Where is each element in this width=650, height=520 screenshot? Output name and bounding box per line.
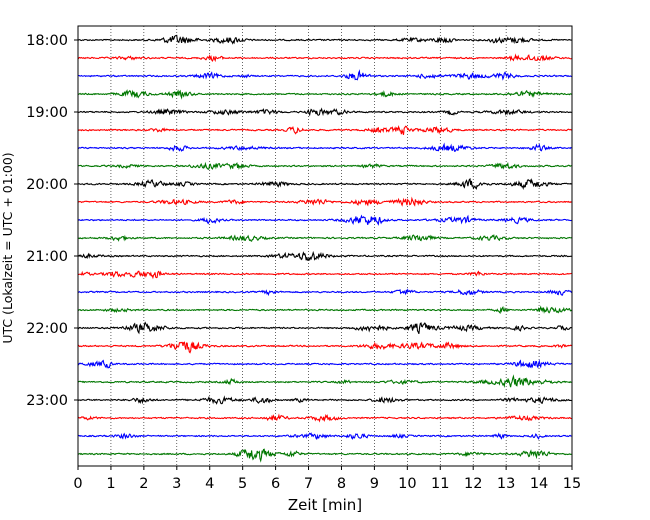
seismogram-trace	[77, 413, 572, 423]
x-tick-label: 7	[304, 476, 313, 492]
x-tick-label: 15	[563, 476, 581, 492]
y-tick-label: 22:00	[26, 321, 68, 337]
seismogram-trace	[77, 161, 572, 171]
y-axis-label: UTC (Lokalzeit = UTC + 01:00)	[0, 152, 15, 343]
grid-lines	[110, 26, 540, 466]
seismogram-trace	[77, 250, 572, 262]
seismogram-trace	[77, 89, 572, 100]
x-tick-label: 11	[431, 476, 449, 492]
x-tick-label: 6	[271, 476, 280, 492]
seismogram-trace	[77, 69, 572, 81]
seismogram-trace	[77, 196, 572, 207]
y-tick-label: 19:00	[26, 105, 68, 121]
seismogram-trace	[77, 34, 572, 45]
x-tick-label: 9	[370, 476, 379, 492]
x-tick-label: 0	[73, 476, 82, 492]
x-tick-label: 12	[464, 476, 482, 492]
x-axis-ticks: 0 1 2 3 4 5 6 7 8 9 10 11 12 13 14 15	[73, 466, 581, 492]
seismogram-trace	[77, 214, 572, 226]
x-tick-label: 1	[106, 476, 115, 492]
seismogram-trace	[77, 124, 572, 135]
y-tick-label: 20:00	[26, 177, 68, 193]
seismogram-trace	[77, 107, 572, 117]
x-axis-label: Zeit [min]	[288, 496, 362, 514]
x-tick-label: 5	[238, 476, 247, 492]
seismogram-trace	[77, 305, 572, 315]
x-tick-label: 3	[172, 476, 181, 492]
x-tick-label: 8	[337, 476, 346, 492]
x-tick-label: 4	[205, 476, 214, 492]
y-tick-label: 21:00	[26, 249, 68, 265]
x-tick-label: 2	[139, 476, 148, 492]
x-tick-label: 10	[398, 476, 416, 492]
seismogram-trace	[77, 142, 572, 152]
seismogram-trace	[77, 233, 572, 242]
seismogram-trace	[77, 270, 572, 280]
seismogram-trace	[77, 448, 572, 463]
y-tick-label: 23:00	[26, 393, 68, 409]
y-axis-ticks: 18:00 19:00 20:00 21:00 22:00 23:00	[26, 33, 78, 409]
seismogram-trace	[77, 288, 572, 297]
seismogram-trace	[77, 432, 572, 441]
seismogram-trace	[77, 53, 572, 63]
seismogram-trace	[77, 395, 572, 405]
x-tick-label: 13	[497, 476, 515, 492]
seismogram-trace	[77, 341, 572, 354]
seismogram-traces	[77, 34, 572, 463]
y-tick-label: 18:00	[26, 33, 68, 49]
seismogram-trace	[77, 321, 572, 335]
seismogram-trace	[77, 177, 572, 191]
seismogram-trace	[77, 359, 572, 369]
plot-background	[78, 26, 572, 466]
plot-frame	[77, 25, 573, 467]
x-tick-label: 14	[530, 476, 548, 492]
seismogram-trace	[77, 374, 572, 388]
